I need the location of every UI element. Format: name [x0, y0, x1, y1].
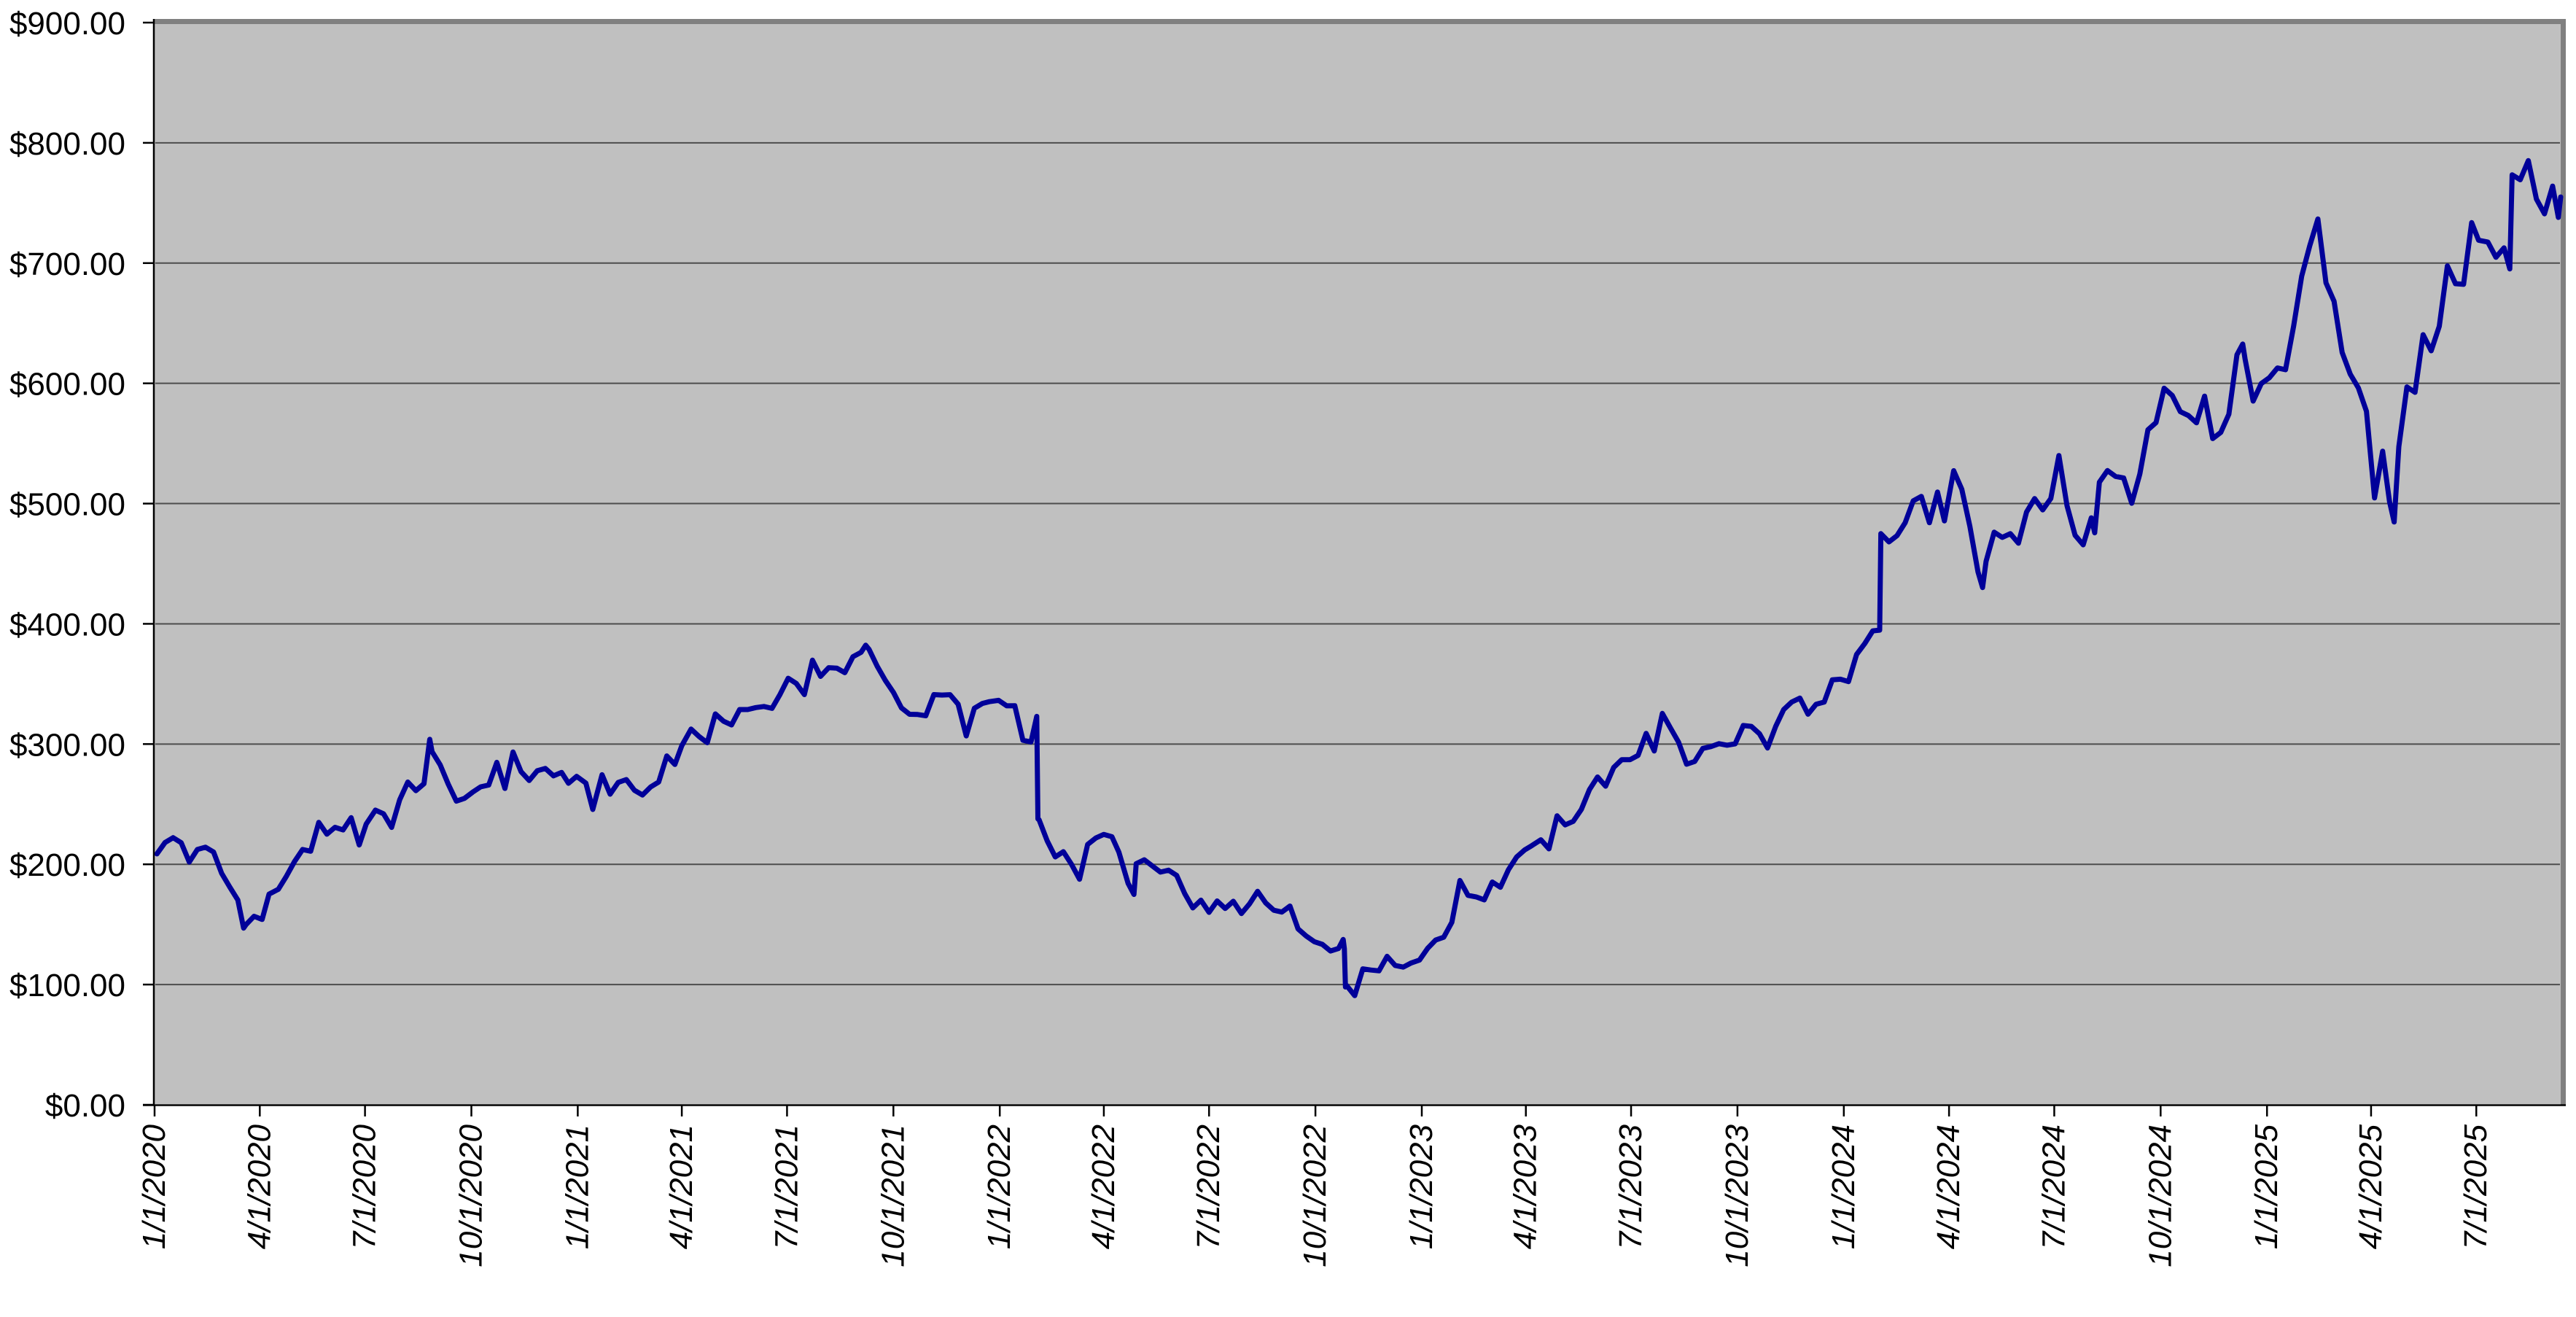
x-axis-label-21: 4/1/2025	[2353, 1124, 2389, 1249]
x-axis-label-12: 1/1/2023	[1404, 1124, 1439, 1249]
x-axis-label-9: 4/1/2022	[1086, 1124, 1121, 1249]
x-axis-label-8: 1/1/2022	[981, 1124, 1017, 1249]
x-axis-label-11: 10/1/2022	[1297, 1124, 1333, 1267]
x-axis-label-14: 7/1/2023	[1613, 1124, 1649, 1249]
x-axis-label-10: 7/1/2022	[1191, 1124, 1226, 1249]
y-axis-label-400: $400.00	[9, 607, 125, 642]
x-axis-label-1: 4/1/2020	[241, 1124, 277, 1249]
x-axis-label-15: 10/1/2023	[1719, 1124, 1755, 1267]
y-axis-label-100: $100.00	[9, 968, 125, 1003]
x-axis-label-6: 7/1/2021	[768, 1124, 804, 1249]
x-axis-label-22: 7/1/2025	[2458, 1124, 2494, 1249]
x-axis-label-16: 1/1/2024	[1826, 1124, 1861, 1249]
x-axis-label-17: 4/1/2024	[1931, 1124, 1966, 1249]
plot-border-top	[153, 19, 2566, 24]
y-axis-label-500: $500.00	[9, 487, 125, 523]
x-axis-label-18: 7/1/2024	[2036, 1124, 2071, 1249]
y-axis-label-700: $700.00	[9, 246, 125, 282]
y-axis-label-900: $900.00	[9, 6, 125, 42]
x-axis-label-4: 1/1/2021	[559, 1124, 595, 1249]
x-axis-label-13: 4/1/2023	[1508, 1124, 1544, 1249]
x-axis-label-5: 4/1/2021	[664, 1124, 699, 1249]
x-axis-label-0: 1/1/2020	[136, 1124, 172, 1249]
y-axis-label-200: $200.00	[9, 847, 125, 883]
plot-border-right	[2561, 19, 2566, 1106]
x-axis-label-19: 10/1/2024	[2142, 1124, 2178, 1267]
y-axis-label-300: $300.00	[9, 727, 125, 763]
plot-area	[155, 24, 2561, 1104]
y-axis-label-0: $0.00	[45, 1088, 125, 1124]
y-axis-label-800: $800.00	[9, 126, 125, 162]
x-axis-label-7: 10/1/2021	[875, 1124, 911, 1267]
x-axis-label-2: 7/1/2020	[347, 1124, 383, 1249]
x-axis-label-20: 1/1/2025	[2249, 1124, 2284, 1249]
x-axis-label-3: 10/1/2020	[454, 1124, 489, 1267]
y-axis-label-600: $600.00	[9, 367, 125, 403]
price-line-series	[154, 158, 2564, 998]
